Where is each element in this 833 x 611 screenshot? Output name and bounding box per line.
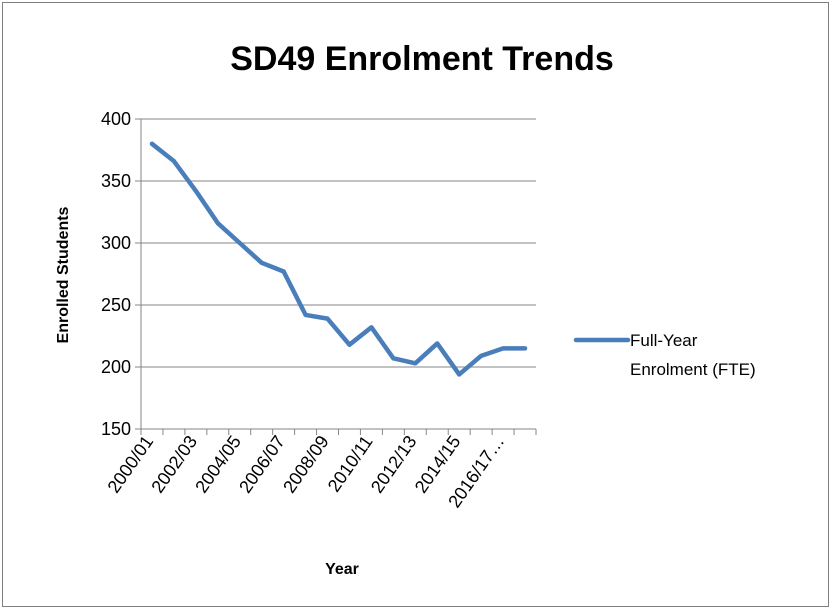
data-point: [259, 260, 264, 265]
data-point: [193, 188, 198, 193]
x-tick-label: 2008/09: [279, 432, 333, 497]
chart-title: SD49 Enrolment Trends: [230, 40, 614, 78]
data-point: [281, 269, 286, 274]
data-point: [303, 312, 308, 317]
series-layer: [149, 141, 528, 377]
legend-label: Full-Year: [630, 331, 698, 350]
x-axis-title: Year: [325, 561, 359, 578]
series-line: [149, 141, 528, 377]
y-axis: 150 200 250 300 350 400: [101, 109, 142, 439]
data-point: [369, 325, 374, 330]
data-point: [237, 241, 242, 245]
y-tick-label: 350: [101, 171, 131, 191]
data-point: [325, 316, 330, 321]
legend: Full-Year Enrolment (FTE): [573, 331, 756, 379]
x-axis: 2000/012002/032004/052006/072008/092010/…: [104, 428, 537, 511]
data-point: [215, 221, 220, 226]
data-point: [457, 372, 462, 377]
data-point: [523, 346, 528, 351]
data-point: [413, 361, 418, 366]
y-tick-label: 250: [101, 295, 131, 315]
y-tick-label: 300: [101, 233, 131, 253]
legend-label: Enrolment (FTE): [630, 360, 756, 379]
y-tick-label: 200: [101, 357, 131, 377]
y-tick-label: 400: [101, 109, 131, 129]
y-tick-label: 150: [101, 419, 131, 439]
y-axis-title: Enrolled Students: [55, 206, 72, 343]
data-point: [391, 356, 396, 361]
data-point: [435, 341, 440, 346]
data-point: [171, 159, 176, 164]
data-point: [347, 342, 352, 347]
data-point: [479, 353, 484, 358]
data-point: [149, 141, 154, 146]
data-point: [501, 346, 506, 351]
